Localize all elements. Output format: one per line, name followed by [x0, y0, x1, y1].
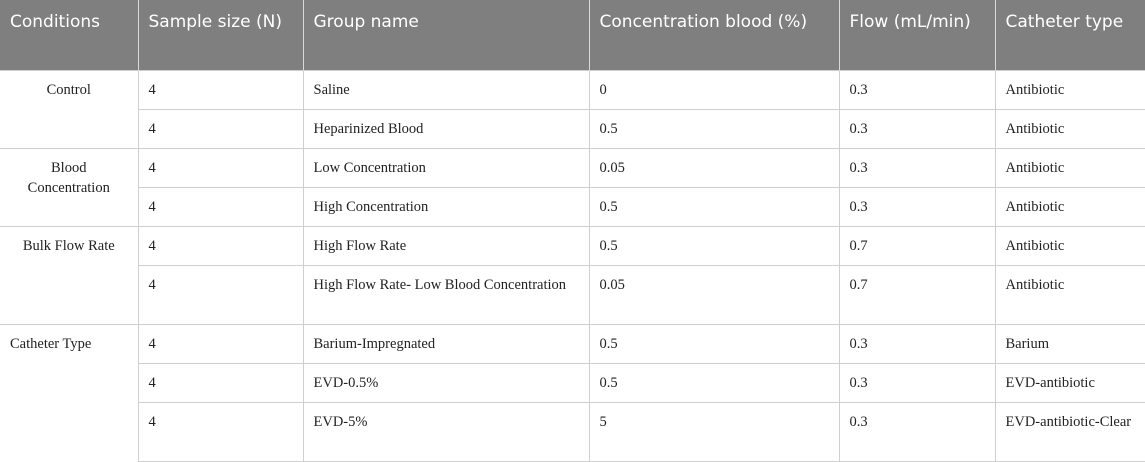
concentration-cell: 0.05 — [589, 265, 840, 325]
concentration-cell: 0.05 — [589, 148, 840, 188]
header-row: Conditions Sample size (N) Group name Co… — [0, 0, 1145, 71]
catheter-type-cell: EVD-antibiotic — [995, 363, 1145, 403]
concentration-cell: 0.5 — [589, 109, 840, 149]
table-row: 4 High Concentration 0.5 0.3 Antibiotic — [0, 187, 1145, 227]
sample-size-cell: 4 — [138, 363, 304, 403]
concentration-cell: 0.5 — [589, 363, 840, 403]
sample-size-cell: 4 — [138, 324, 304, 364]
flow-cell: 0.3 — [839, 148, 996, 188]
catheter-type-cell: Antibiotic — [995, 187, 1145, 227]
condition-cell: Control — [0, 70, 139, 149]
flow-cell: 0.7 — [839, 226, 996, 266]
table-row: Blood Concentration 4 Low Concentration … — [0, 148, 1145, 227]
catheter-type-cell: Antibiotic — [995, 109, 1145, 149]
catheter-type-cell: Antibiotic — [995, 70, 1145, 110]
group-name-cell: EVD-5% — [303, 402, 590, 462]
header-flow: Flow (mL/min) — [839, 0, 996, 71]
table-row: Control 4 Saline 0 0.3 Antibiotic — [0, 70, 1145, 149]
table-row: 4 EVD-5% 5 0.3 EVD-antibiotic-Clear — [0, 402, 1145, 462]
sample-size-cell: 4 — [138, 402, 304, 462]
condition-cell: Bulk Flow Rate — [0, 226, 139, 325]
header-conditions: Conditions — [0, 0, 139, 71]
flow-cell: 0.7 — [839, 265, 996, 325]
flow-cell: 0.3 — [839, 187, 996, 227]
catheter-type-cell: Antibiotic — [995, 265, 1145, 325]
sample-size-cell: 4 — [138, 265, 304, 325]
header-catheter-type: Catheter type — [995, 0, 1145, 71]
catheter-type-cell: EVD-antibiotic-Clear — [995, 402, 1145, 462]
sample-size-cell: 4 — [138, 148, 304, 188]
flow-cell: 0.3 — [839, 70, 996, 110]
group-name-cell: Saline — [303, 70, 590, 110]
group-name-cell: Barium-Impregnated — [303, 324, 590, 364]
group-name-cell: Heparinized Blood — [303, 109, 590, 149]
concentration-cell: 0.5 — [589, 324, 840, 364]
concentration-cell: 0.5 — [589, 187, 840, 227]
sample-size-cell: 4 — [138, 70, 304, 110]
header-group-name: Group name — [303, 0, 590, 71]
group-name-cell: High Flow Rate — [303, 226, 590, 266]
catheter-type-cell: Antibiotic — [995, 148, 1145, 188]
flow-cell: 0.3 — [839, 109, 996, 149]
flow-cell: 0.3 — [839, 324, 996, 364]
concentration-cell: 5 — [589, 402, 840, 462]
condition-cell: Catheter Type — [0, 324, 139, 462]
table-row: 4 EVD-0.5% 0.5 0.3 EVD-antibiotic — [0, 363, 1145, 403]
group-name-cell: EVD-0.5% — [303, 363, 590, 403]
sample-size-cell: 4 — [138, 226, 304, 266]
table-row: 4 High Flow Rate- Low Blood Concentratio… — [0, 265, 1145, 325]
group-name-cell: High Flow Rate- Low Blood Concentration — [303, 265, 590, 325]
group-name-cell: High Concentration — [303, 187, 590, 227]
concentration-cell: 0 — [589, 70, 840, 110]
flow-cell: 0.3 — [839, 402, 996, 462]
sample-size-cell: 4 — [138, 109, 304, 149]
table-row: 4 Heparinized Blood 0.5 0.3 Antibiotic — [0, 109, 1145, 149]
flow-cell: 0.3 — [839, 363, 996, 403]
table-row: Bulk Flow Rate 4 High Flow Rate 0.5 0.7 … — [0, 226, 1145, 325]
catheter-type-cell: Antibiotic — [995, 226, 1145, 266]
table-row: Catheter Type 4 Barium-Impregnated 0.5 0… — [0, 324, 1145, 462]
header-sample-size: Sample size (N) — [138, 0, 304, 71]
concentration-cell: 0.5 — [589, 226, 840, 266]
condition-cell: Blood Concentration — [0, 148, 139, 227]
group-name-cell: Low Concentration — [303, 148, 590, 188]
header-concentration: Concentration blood (%) — [589, 0, 840, 71]
sample-size-cell: 4 — [138, 187, 304, 227]
catheter-type-cell: Barium — [995, 324, 1145, 364]
